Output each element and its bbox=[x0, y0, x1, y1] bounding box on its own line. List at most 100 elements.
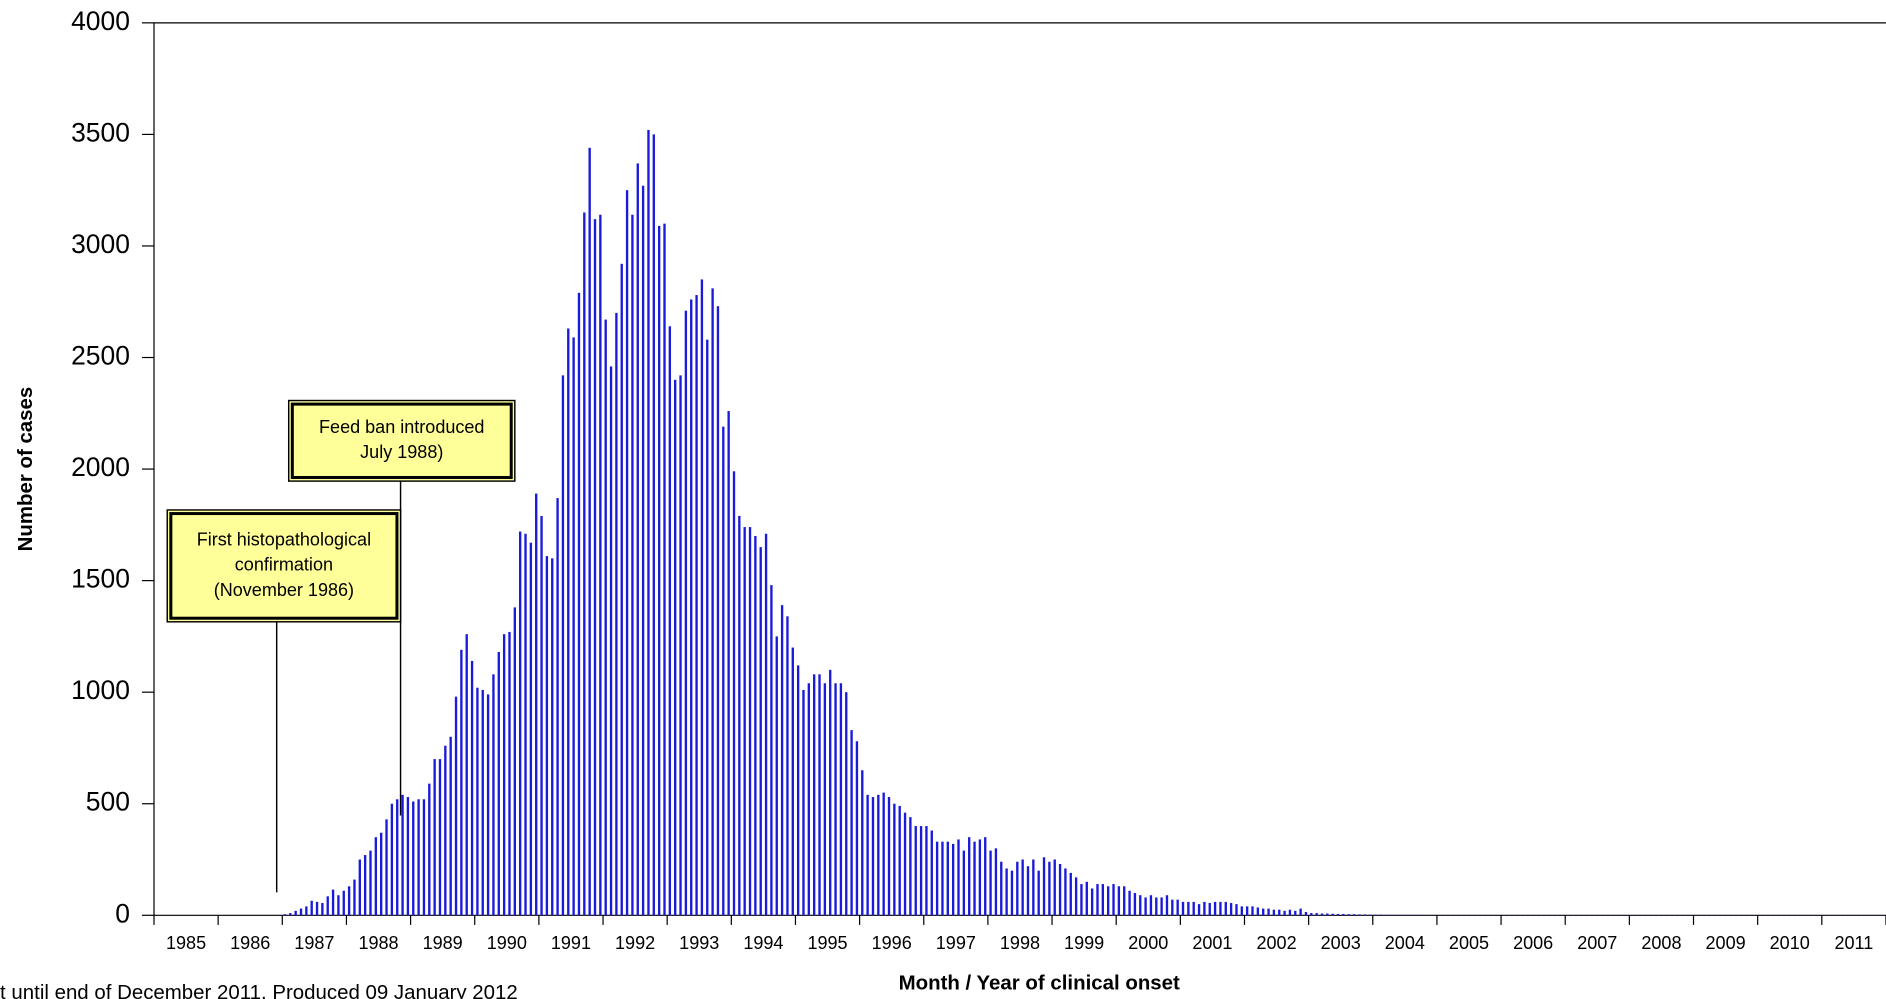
footnote: t until end of December 2011. Produced 0… bbox=[0, 981, 518, 999]
bar bbox=[1352, 914, 1356, 916]
bar bbox=[914, 826, 917, 916]
bar bbox=[631, 214, 634, 916]
bar bbox=[871, 797, 875, 916]
bar bbox=[845, 692, 848, 916]
bar bbox=[615, 312, 618, 916]
bar bbox=[738, 515, 741, 916]
x-tick-label: 2006 bbox=[1513, 933, 1553, 953]
bar bbox=[780, 605, 784, 916]
x-tick-label: 1991 bbox=[551, 933, 591, 953]
x-tick-label: 2011 bbox=[1834, 933, 1873, 953]
bar bbox=[1090, 888, 1094, 916]
bar bbox=[1123, 886, 1126, 916]
bar bbox=[1128, 890, 1131, 916]
x-tick-label: 1995 bbox=[807, 933, 847, 953]
bar bbox=[1016, 861, 1019, 916]
bar bbox=[588, 147, 591, 916]
bar bbox=[898, 805, 901, 916]
bar bbox=[1197, 904, 1201, 916]
bar bbox=[706, 339, 709, 916]
bar bbox=[919, 826, 923, 916]
annotation-box bbox=[287, 399, 516, 482]
bar bbox=[1203, 901, 1206, 916]
bar bbox=[764, 533, 768, 916]
bar bbox=[1213, 901, 1217, 916]
x-tick-label: 1985 bbox=[166, 933, 206, 953]
x-tick-label: 1990 bbox=[487, 933, 527, 953]
bar bbox=[337, 895, 340, 916]
x-tick-label: 1993 bbox=[679, 933, 719, 953]
bar bbox=[1176, 899, 1179, 916]
bar bbox=[727, 411, 730, 916]
bar bbox=[1074, 877, 1078, 916]
bar bbox=[1240, 906, 1243, 916]
bar bbox=[1336, 913, 1340, 916]
bar bbox=[502, 634, 506, 916]
bar bbox=[310, 900, 313, 916]
y-tick-label: 4000 bbox=[71, 6, 130, 36]
y-tick-label: 2500 bbox=[71, 341, 130, 371]
bar bbox=[951, 843, 955, 916]
bar bbox=[748, 527, 752, 916]
bar bbox=[401, 794, 404, 916]
bar bbox=[759, 547, 762, 916]
bar bbox=[722, 426, 725, 916]
bar bbox=[1133, 892, 1137, 916]
bar bbox=[1069, 872, 1072, 916]
bar bbox=[989, 850, 992, 916]
bar bbox=[909, 817, 912, 916]
bar bbox=[369, 850, 372, 916]
bar bbox=[1310, 913, 1313, 916]
bar bbox=[1101, 884, 1105, 916]
bar bbox=[1299, 908, 1302, 916]
bar bbox=[1256, 907, 1260, 916]
bar bbox=[1267, 908, 1270, 916]
bar bbox=[1085, 881, 1088, 916]
bar bbox=[716, 306, 720, 916]
x-tick-label: 2000 bbox=[1128, 933, 1168, 953]
bar bbox=[358, 859, 361, 916]
annotation-box-inner bbox=[290, 402, 513, 479]
bar bbox=[668, 326, 672, 916]
bar bbox=[636, 163, 639, 916]
bar bbox=[294, 910, 297, 916]
bar bbox=[807, 683, 811, 916]
y-tick-label: 3500 bbox=[71, 117, 130, 147]
y-axis-title: Number of cases bbox=[14, 387, 37, 552]
bar bbox=[572, 337, 575, 916]
bar bbox=[342, 890, 345, 916]
bar bbox=[684, 310, 688, 916]
bar bbox=[599, 214, 602, 916]
bar bbox=[1160, 897, 1163, 916]
bar bbox=[700, 279, 704, 916]
bar bbox=[481, 689, 484, 916]
bar bbox=[775, 636, 778, 916]
bar bbox=[695, 295, 698, 916]
bar bbox=[1294, 910, 1297, 916]
bar bbox=[1347, 914, 1350, 916]
x-tick-label: 2010 bbox=[1770, 933, 1810, 953]
x-tick-label: 2002 bbox=[1256, 933, 1296, 953]
bar bbox=[994, 848, 998, 916]
bar bbox=[1315, 913, 1318, 916]
bar bbox=[796, 665, 800, 916]
bar bbox=[984, 837, 987, 916]
bar bbox=[973, 841, 976, 916]
bar bbox=[1042, 857, 1046, 916]
bar bbox=[428, 783, 431, 916]
x-tick-label: 1998 bbox=[1000, 933, 1040, 953]
bar bbox=[1331, 913, 1334, 916]
bar bbox=[593, 219, 597, 916]
y-tick-label: 500 bbox=[86, 787, 130, 817]
bar bbox=[850, 730, 853, 916]
bar bbox=[1026, 866, 1030, 916]
y-tick-label: 1500 bbox=[71, 564, 130, 594]
bar bbox=[743, 527, 746, 916]
bar bbox=[1032, 859, 1035, 916]
bar bbox=[1229, 903, 1233, 916]
bar bbox=[839, 683, 843, 916]
bar bbox=[465, 634, 468, 916]
x-tick-label: 2004 bbox=[1385, 933, 1425, 953]
bar bbox=[385, 819, 388, 916]
bar bbox=[1107, 886, 1110, 916]
